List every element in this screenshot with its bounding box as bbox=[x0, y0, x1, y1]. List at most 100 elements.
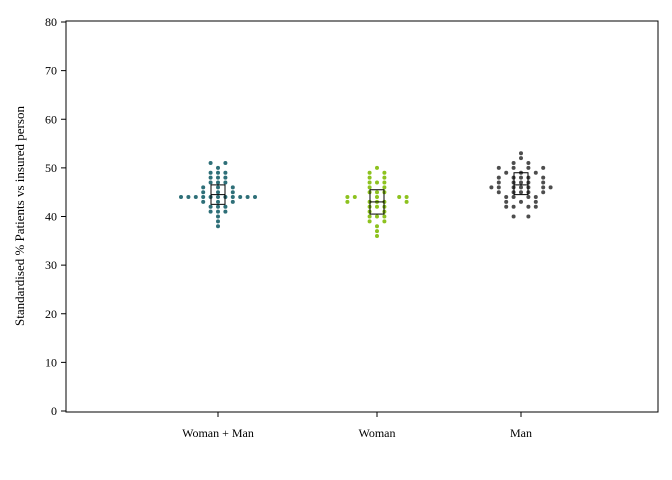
x-axis: Woman + Man Woman Man bbox=[182, 412, 532, 440]
data-point bbox=[489, 185, 494, 190]
data-point bbox=[345, 195, 350, 200]
data-point bbox=[404, 195, 409, 200]
series-group bbox=[489, 151, 553, 219]
data-point bbox=[496, 165, 501, 170]
data-point bbox=[504, 204, 509, 209]
data-point bbox=[216, 175, 220, 180]
y-tick-label: 0 bbox=[51, 404, 57, 418]
data-point bbox=[382, 170, 387, 175]
y-axis: 0 10 20 30 40 50 60 70 80 bbox=[45, 15, 66, 418]
data-point bbox=[216, 224, 220, 229]
x-tick-label: Woman bbox=[358, 426, 395, 440]
data-point bbox=[208, 170, 213, 175]
data-point bbox=[375, 195, 379, 200]
data-point bbox=[208, 204, 213, 209]
data-point bbox=[519, 151, 523, 156]
y-tick-label: 50 bbox=[45, 161, 57, 175]
data-point bbox=[223, 161, 228, 166]
data-point bbox=[216, 165, 220, 170]
data-point bbox=[245, 195, 250, 200]
data-point bbox=[375, 180, 379, 185]
data-point bbox=[404, 199, 409, 204]
y-tick-label: 40 bbox=[45, 210, 57, 224]
y-axis-title: Standardised % Patients vs insured perso… bbox=[12, 106, 27, 326]
data-point bbox=[526, 195, 531, 200]
y-tick-label: 10 bbox=[45, 355, 57, 369]
y-tick-label: 60 bbox=[45, 112, 57, 126]
data-point bbox=[375, 224, 379, 229]
data-point bbox=[504, 199, 509, 204]
data-point bbox=[238, 195, 243, 200]
data-point bbox=[382, 185, 387, 190]
data-point bbox=[382, 175, 387, 180]
data-point bbox=[352, 195, 357, 200]
data-point bbox=[201, 190, 206, 195]
data-point bbox=[382, 180, 387, 185]
series-group bbox=[345, 165, 409, 238]
data-point bbox=[511, 161, 516, 166]
data-point bbox=[519, 185, 523, 190]
data-point bbox=[496, 180, 501, 185]
data-marks bbox=[179, 151, 553, 238]
data-point bbox=[375, 204, 379, 209]
data-point bbox=[511, 195, 516, 200]
data-point bbox=[193, 195, 198, 200]
data-point bbox=[216, 170, 220, 175]
data-point bbox=[230, 199, 235, 204]
data-point bbox=[216, 195, 220, 200]
data-point bbox=[382, 214, 387, 219]
data-point bbox=[223, 204, 228, 209]
series-group bbox=[179, 161, 257, 229]
data-point bbox=[519, 190, 523, 195]
data-point bbox=[208, 161, 213, 166]
data-point bbox=[223, 175, 228, 180]
data-point bbox=[216, 219, 220, 224]
data-point bbox=[526, 161, 531, 166]
data-point bbox=[367, 175, 372, 180]
data-point bbox=[533, 204, 538, 209]
data-point bbox=[230, 190, 235, 195]
data-point bbox=[496, 175, 501, 180]
y-tick-label: 80 bbox=[45, 15, 57, 29]
data-point bbox=[253, 195, 257, 200]
data-point bbox=[216, 190, 220, 195]
data-point bbox=[216, 180, 220, 185]
data-point bbox=[382, 219, 387, 224]
data-point bbox=[511, 214, 516, 219]
data-point bbox=[541, 185, 546, 190]
data-point bbox=[541, 180, 546, 185]
data-point bbox=[519, 175, 523, 180]
data-point bbox=[526, 204, 531, 209]
data-point bbox=[216, 204, 220, 209]
data-point bbox=[496, 185, 501, 190]
data-point bbox=[230, 195, 235, 200]
data-point bbox=[533, 199, 538, 204]
y-tick-label: 70 bbox=[45, 64, 57, 78]
data-point bbox=[345, 199, 350, 204]
data-point bbox=[541, 165, 546, 170]
data-point bbox=[526, 165, 531, 170]
data-point bbox=[216, 209, 220, 214]
data-point bbox=[208, 180, 213, 185]
data-point bbox=[511, 204, 516, 209]
data-point bbox=[201, 199, 206, 204]
data-point bbox=[230, 185, 235, 190]
data-point bbox=[223, 209, 228, 214]
iqr-box bbox=[513, 172, 529, 196]
data-point bbox=[179, 195, 183, 200]
data-point bbox=[511, 165, 516, 170]
data-point bbox=[367, 219, 372, 224]
y-tick-label: 30 bbox=[45, 258, 57, 272]
data-point bbox=[375, 214, 379, 219]
data-point bbox=[367, 214, 372, 219]
data-point bbox=[541, 175, 546, 180]
data-point bbox=[504, 195, 509, 200]
y-tick-label: 20 bbox=[45, 307, 57, 321]
data-point bbox=[541, 190, 546, 195]
data-point bbox=[526, 214, 531, 219]
data-point bbox=[375, 190, 379, 195]
data-point bbox=[367, 180, 372, 185]
data-point bbox=[201, 195, 206, 200]
data-point bbox=[208, 209, 213, 214]
